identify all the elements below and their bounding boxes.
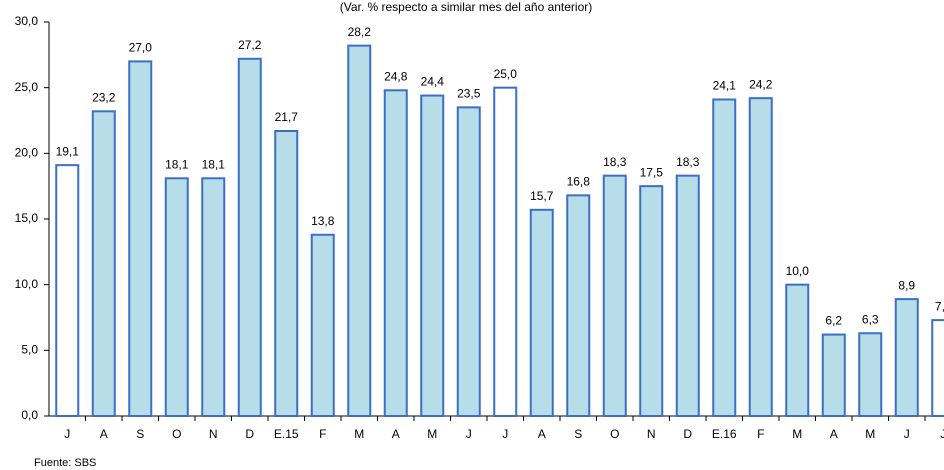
- x-tick-label: J: [904, 427, 910, 441]
- x-tick-label: S: [574, 427, 582, 441]
- y-tick-label: 10,0: [15, 277, 39, 291]
- bar: [383, 89, 408, 417]
- y-tick-label: 20,0: [15, 146, 39, 160]
- value-label: 21,7: [275, 110, 299, 124]
- value-label: 28,2: [348, 25, 372, 39]
- value-label: 18,1: [202, 157, 226, 171]
- source-note: Fuente: SBS: [34, 457, 96, 469]
- bar: [493, 86, 518, 418]
- value-label: 23,5: [457, 87, 481, 101]
- x-tick-label: E.16: [712, 427, 737, 441]
- x-tick-label: M: [427, 427, 437, 441]
- value-label: 10,0: [786, 264, 810, 278]
- x-tick-label: J: [502, 427, 508, 441]
- value-label: 24,1: [713, 79, 737, 93]
- x-tick-label: M: [865, 427, 875, 441]
- x-tick-label: M: [354, 427, 364, 441]
- x-tick-label: O: [610, 427, 619, 441]
- x-tick-label: A: [100, 427, 108, 441]
- bar: [55, 164, 80, 417]
- value-label: 6,3: [862, 312, 879, 326]
- x-tick-label: F: [757, 427, 764, 441]
- value-label: 16,8: [567, 175, 591, 189]
- x-tick-label: A: [538, 427, 546, 441]
- value-label: 18,3: [603, 155, 627, 169]
- y-tick-label: 30,0: [15, 14, 39, 28]
- bar: [529, 208, 554, 417]
- chart-subtitle: (Var. % respecto a similar mes del año a…: [340, 0, 593, 14]
- value-label: 8,9: [898, 278, 915, 292]
- value-label: 24,2: [749, 77, 773, 91]
- bar: [237, 57, 262, 417]
- bar: [821, 333, 846, 417]
- bar: [347, 44, 372, 417]
- bar: [931, 319, 944, 418]
- x-tick-label: F: [319, 427, 326, 441]
- bar: [456, 106, 481, 417]
- bar: [748, 97, 773, 417]
- bar: [128, 60, 153, 418]
- bar: [310, 233, 335, 417]
- value-label: 24,8: [384, 69, 408, 83]
- value-label: 27,0: [129, 41, 153, 55]
- y-tick-label: 15,0: [15, 211, 39, 225]
- bar: [602, 174, 627, 417]
- x-tick-label: A: [392, 427, 400, 441]
- bar: [566, 194, 591, 417]
- value-label: 13,8: [311, 214, 335, 228]
- value-label: 24,4: [421, 75, 445, 89]
- value-label: 18,1: [165, 157, 189, 171]
- x-tick-label: M: [792, 427, 802, 441]
- bar: [675, 174, 700, 417]
- x-tick-label: N: [647, 427, 656, 441]
- x-tick-label: J: [64, 427, 70, 441]
- bar: [639, 185, 664, 417]
- x-tick-label: D: [683, 427, 692, 441]
- bar: [858, 332, 883, 418]
- bar: [785, 283, 810, 417]
- value-label: 19,1: [56, 144, 80, 158]
- value-label: 6,2: [825, 314, 842, 328]
- x-tick-label: J: [466, 427, 472, 441]
- x-tick-label: O: [172, 427, 181, 441]
- x-tick-label: D: [245, 427, 254, 441]
- bar: [91, 110, 116, 417]
- y-tick-label: 5,0: [21, 343, 38, 357]
- bar: [164, 177, 189, 417]
- value-label: 7,3: [935, 299, 944, 313]
- x-tick-label: J: [940, 427, 944, 441]
- bar: [420, 94, 445, 418]
- bar: [201, 177, 226, 417]
- value-label: 18,3: [676, 155, 700, 169]
- x-tick-label: N: [209, 427, 218, 441]
- value-label: 15,7: [530, 189, 554, 203]
- bar: [274, 130, 299, 418]
- y-tick-label: 25,0: [15, 80, 39, 94]
- value-label: 23,2: [92, 90, 116, 104]
- x-tick-label: A: [830, 427, 838, 441]
- value-label: 27,2: [238, 38, 262, 52]
- bar: [712, 98, 737, 417]
- y-tick-label: 0,0: [21, 408, 38, 422]
- x-tick-label: S: [136, 427, 144, 441]
- x-tick-label: E.15: [274, 427, 299, 441]
- value-label: 25,0: [494, 67, 518, 81]
- value-label: 17,5: [640, 165, 664, 179]
- bar: [894, 298, 919, 418]
